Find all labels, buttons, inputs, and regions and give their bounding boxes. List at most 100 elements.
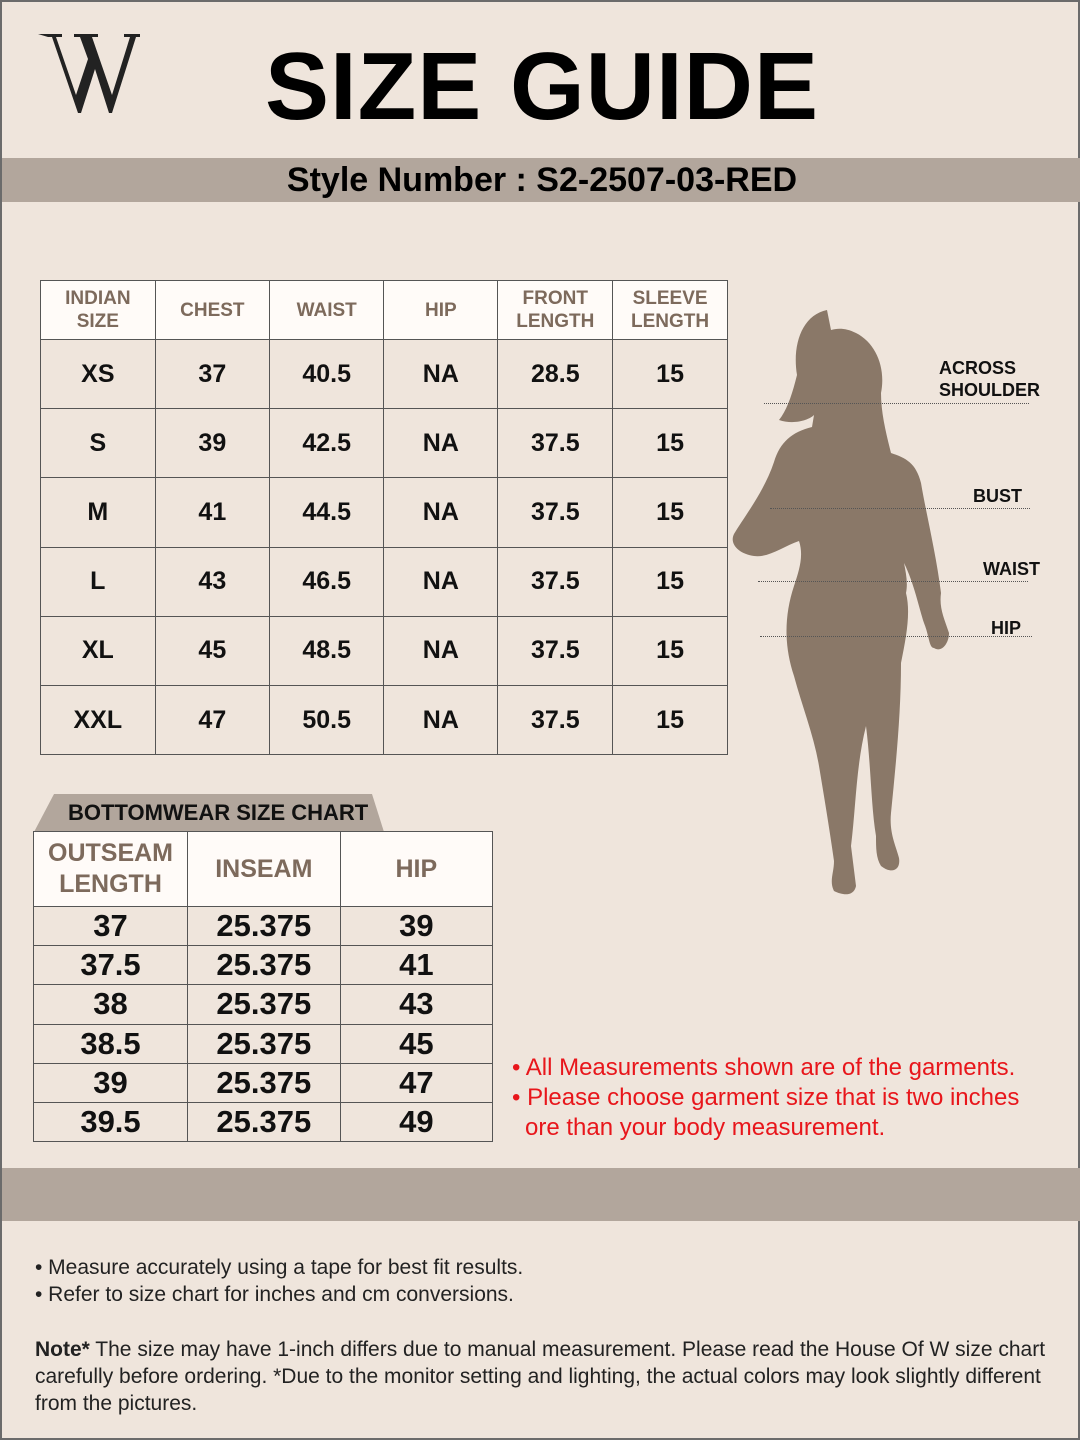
- table-cell: 47: [339, 1062, 494, 1103]
- table-cell: 41: [154, 477, 271, 548]
- table-cell: 43: [154, 546, 271, 617]
- table-row: 39.5 25.375 49: [33, 1101, 494, 1143]
- table-cell: 37: [33, 905, 188, 947]
- waist-line: [758, 581, 1028, 582]
- table-cell: 25.375: [187, 905, 341, 947]
- table-cell: 25.375: [187, 1023, 341, 1064]
- table-cell: 25.375: [187, 1062, 341, 1103]
- note-label: Note*: [35, 1338, 90, 1361]
- table-cell: 37.5: [497, 684, 614, 756]
- table-cell: 25.375: [187, 984, 341, 1025]
- table-cell: 15: [612, 338, 728, 410]
- table-cell: 39: [339, 905, 494, 947]
- topwear-size-table: INDIAN SIZE CHEST WAIST HIP FRONT LENGTH SLEE…: [40, 280, 728, 756]
- table-cell: XL: [40, 615, 156, 686]
- column-header: SLEEVE LENGTH: [612, 280, 728, 340]
- footer-bullet: • Measure accurately using a tape for be…: [35, 1256, 524, 1279]
- brand-logo: [38, 34, 140, 113]
- table-row: 38.5 25.375 45: [33, 1023, 494, 1064]
- table-row: 39 25.375 47: [33, 1062, 494, 1103]
- table-cell: NA: [383, 546, 499, 617]
- table-cell: 15: [612, 546, 728, 617]
- table-cell: 43: [339, 984, 494, 1025]
- table-cell: 28.5: [497, 338, 614, 410]
- table-cell: 37: [154, 338, 271, 410]
- table-cell: 37.5: [497, 477, 614, 548]
- table-cell: NA: [383, 477, 499, 548]
- style-band: [2, 158, 1080, 202]
- table-cell: L: [40, 546, 156, 617]
- note-text: The size may have 1-inch differs due to …: [35, 1338, 1046, 1415]
- table-cell: 39: [154, 408, 271, 479]
- table-cell: 15: [612, 408, 728, 479]
- footer-note: Note* The size may have 1-inch differs d…: [35, 1336, 1055, 1417]
- table-cell: NA: [383, 338, 499, 410]
- notice-line: ore than your body measurement.: [525, 1114, 886, 1141]
- table-row: XS 37 40.5 NA 28.5 15: [40, 338, 728, 410]
- label-bust: BUST: [973, 486, 1022, 506]
- table-cell: 39: [33, 1062, 188, 1103]
- column-header: FRONT LENGTH: [497, 280, 614, 340]
- table-cell: 40.5: [269, 338, 385, 410]
- notice-line: • All Measurements shown are of the garm…: [512, 1054, 1016, 1081]
- table-cell: 39.5: [33, 1101, 188, 1143]
- footer-bullet: • Refer to size chart for inches and cm …: [35, 1283, 514, 1306]
- page-title: SIZE GUIDE: [264, 33, 820, 140]
- table-cell: 45: [339, 1023, 494, 1064]
- table-cell: 25.375: [187, 945, 341, 986]
- column-header: HIP: [383, 280, 499, 340]
- table-row: 37 25.375 39: [33, 905, 494, 947]
- column-header: CHEST: [154, 280, 271, 340]
- footer-band: [2, 1168, 1080, 1221]
- table-cell: 49: [339, 1101, 494, 1143]
- label-waist: WAIST: [983, 559, 1040, 579]
- table-cell: 15: [612, 615, 728, 686]
- label-across-shoulder: ACROSS SHOULDER: [939, 358, 1041, 400]
- table-row: 37.5 25.375 41: [33, 945, 494, 986]
- bottomwear-tab: [34, 794, 384, 832]
- table-cell: M: [40, 477, 156, 548]
- bottomwear-title: BOTTOMWEAR SIZE CHART: [68, 800, 369, 825]
- column-header: HIP: [339, 831, 494, 907]
- table-cell: 38: [33, 984, 188, 1025]
- table-row: XXL 47 50.5 NA 37.5 15: [40, 684, 728, 756]
- table-cell: S: [40, 408, 156, 479]
- table-cell: 48.5: [269, 615, 385, 686]
- table-cell: 15: [612, 684, 728, 756]
- table-cell: 37.5: [497, 546, 614, 617]
- table-cell: 37.5: [497, 615, 614, 686]
- table-cell: 47: [154, 684, 271, 756]
- table-cell: 41: [339, 945, 494, 986]
- hip-line: [760, 636, 1032, 637]
- table-cell: 50.5: [269, 684, 385, 756]
- table-row: 38 25.375 43: [33, 984, 494, 1025]
- table-row: XL 45 48.5 NA 37.5 15: [40, 615, 728, 686]
- body-silhouette: [732, 310, 949, 895]
- table-cell: 42.5: [269, 408, 385, 479]
- column-header: WAIST: [269, 280, 385, 340]
- table-cell: NA: [383, 408, 499, 479]
- table-cell: 37.5: [497, 408, 614, 479]
- column-header: INSEAM: [187, 831, 341, 907]
- shoulder-line: [764, 403, 1029, 404]
- table-row: S 39 42.5 NA 37.5 15: [40, 408, 728, 479]
- table-cell: NA: [383, 615, 499, 686]
- table-row: L 43 46.5 NA 37.5 15: [40, 546, 728, 617]
- bust-line: [770, 508, 1030, 509]
- style-number: Style Number : S2-2507-03-RED: [286, 161, 798, 199]
- table-cell: NA: [383, 684, 499, 756]
- table-cell: 38.5: [33, 1023, 188, 1064]
- column-header: OUTSEAM LENGTH: [33, 831, 188, 907]
- table-cell: 45: [154, 615, 271, 686]
- table-cell: 15: [612, 477, 728, 548]
- table-cell: XS: [40, 338, 156, 410]
- table-cell: 46.5: [269, 546, 385, 617]
- table-cell: 44.5: [269, 477, 385, 548]
- label-hip: HIP: [991, 618, 1022, 638]
- table-cell: XXL: [40, 684, 156, 756]
- bottomwear-size-table: OUTSEAM LENGTH INSEAM HIP 37 25.375 39 37.5 25.…: [33, 831, 494, 1143]
- table-cell: 25.375: [187, 1101, 341, 1143]
- table-row: M 41 44.5 NA 37.5 15: [40, 477, 728, 548]
- notice-line: • Please choose garment size that is two…: [512, 1084, 1020, 1111]
- table-cell: 37.5: [33, 945, 188, 986]
